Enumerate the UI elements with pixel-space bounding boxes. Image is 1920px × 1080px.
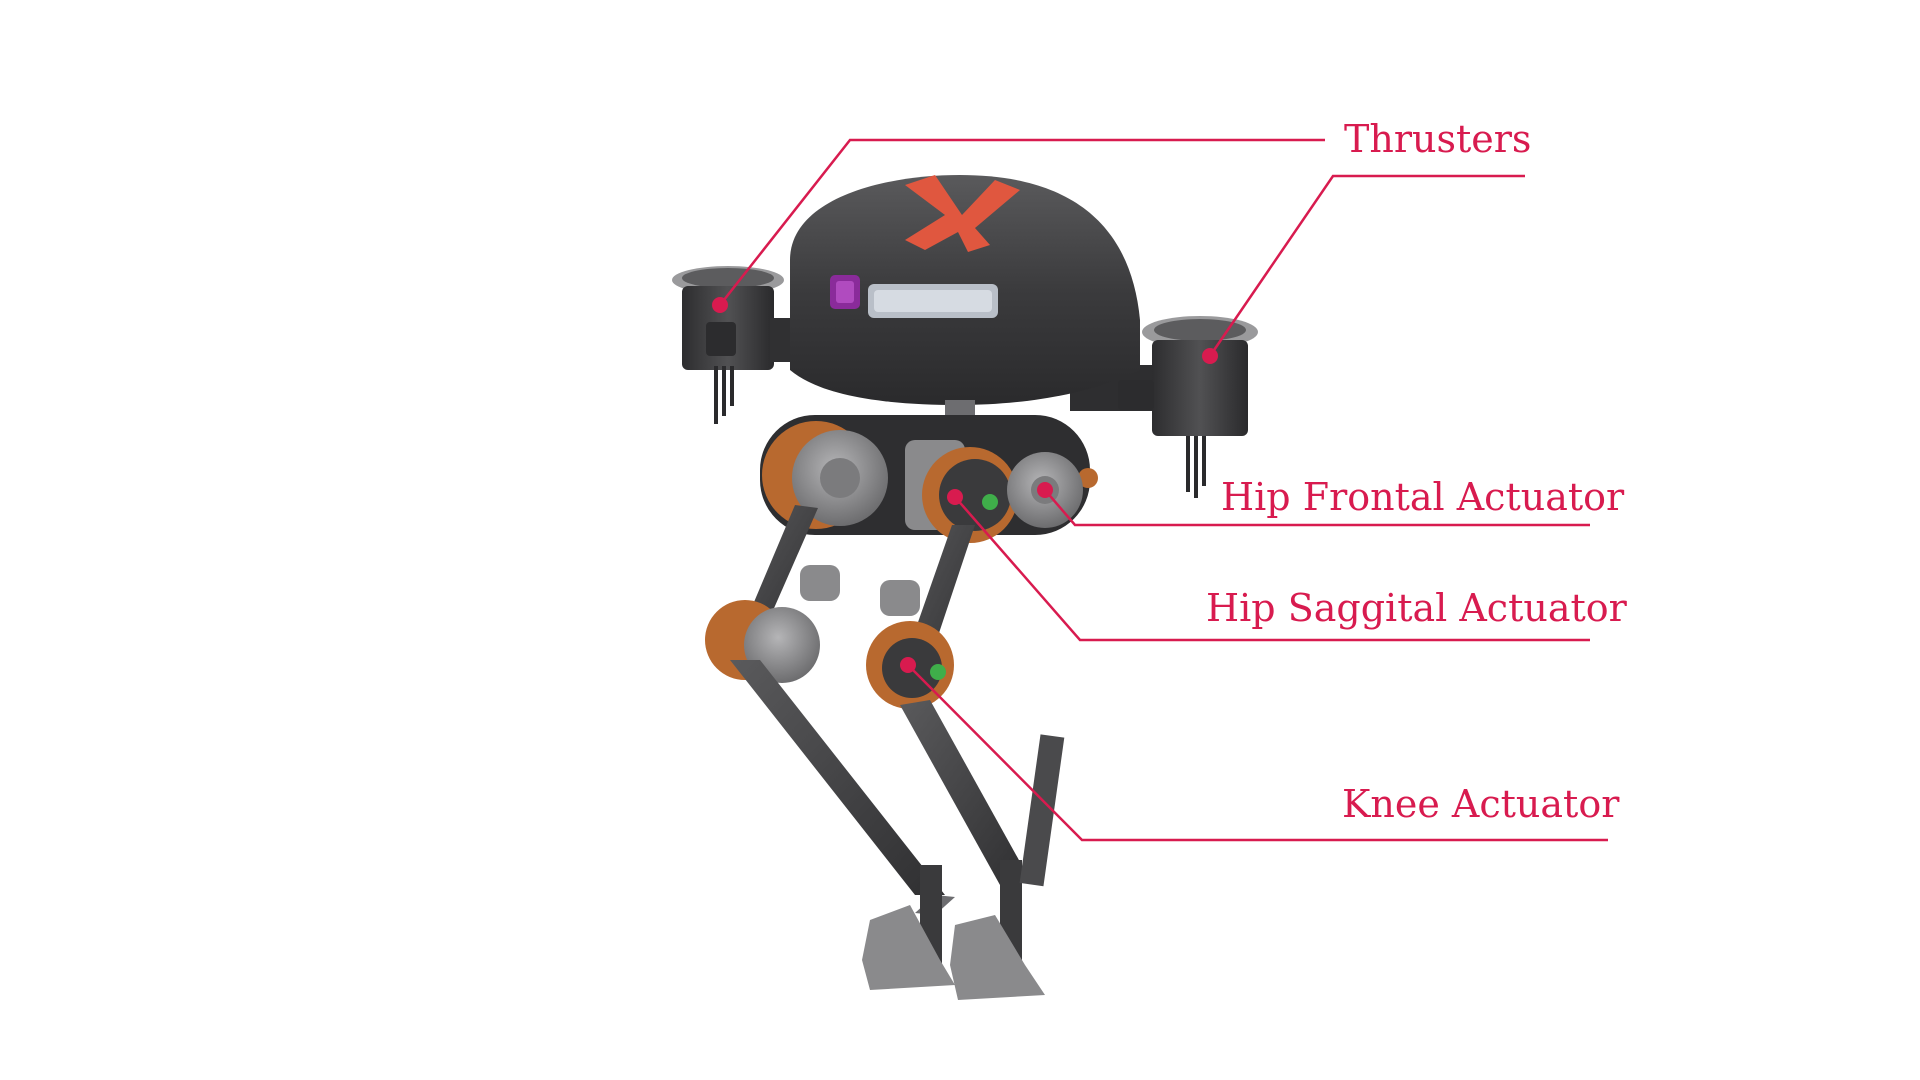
callout-hip-saggital bbox=[954, 496, 1590, 642]
callout-thrusters bbox=[719, 138, 1525, 357]
callout-dot-knee bbox=[900, 657, 916, 673]
label-hip-frontal-actuator: Hip Frontal Actuator bbox=[1221, 475, 1625, 519]
callout-dot-hip-saggital bbox=[947, 489, 963, 505]
callout-dot-hip-frontal bbox=[1037, 482, 1053, 498]
hip-gear-left bbox=[762, 421, 888, 529]
callout-dot-thruster-left bbox=[712, 297, 728, 313]
callout-hip-frontal bbox=[1044, 489, 1590, 527]
callout-knee bbox=[907, 664, 1608, 842]
body-shell bbox=[790, 175, 1140, 440]
label-knee-actuator: Knee Actuator bbox=[1342, 782, 1620, 826]
callout-dot-thruster-right bbox=[1202, 348, 1218, 364]
label-hip-saggital-actuator: Hip Saggital Actuator bbox=[1206, 586, 1627, 630]
label-thrusters: Thrusters bbox=[1344, 117, 1532, 161]
left-leg bbox=[705, 505, 955, 990]
